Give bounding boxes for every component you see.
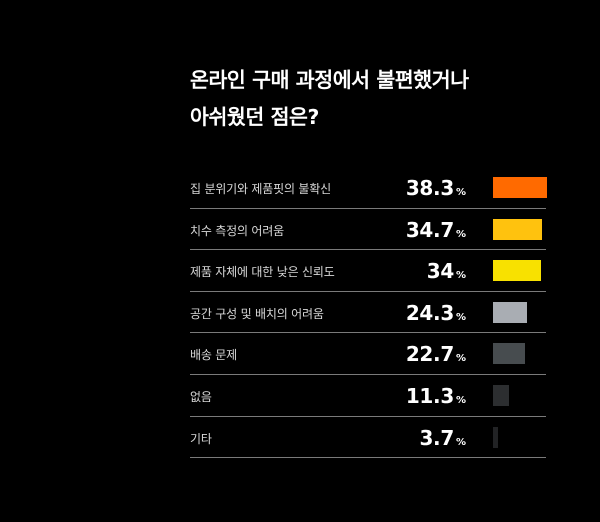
chart-rows: 집 분위기와 제품핏의 불확신 38.3% 치수 측정의 어려움 34.7% 제품 자체… [190, 167, 547, 459]
bar [493, 218, 542, 240]
value-number: 24.3 [405, 300, 454, 325]
value-unit: % [455, 311, 466, 323]
chart-row: 기타 3.7% [190, 417, 546, 459]
category-label: 제품 자체에 대한 낮은 신뢰도 [190, 265, 335, 280]
value-number: 3.7 [419, 425, 454, 450]
value-label: 24.3% [406, 298, 466, 328]
value-label: 3.7% [419, 423, 466, 453]
chart-row: 치수 측정의 어려움 34.7% [190, 209, 546, 251]
chart-row: 없음 11.3% [190, 375, 546, 417]
bar [493, 301, 527, 323]
value-number: 38.3 [405, 176, 454, 200]
value-unit: % [455, 187, 466, 198]
category-label: 없음 [190, 389, 212, 404]
value-label: 38.3% [406, 173, 466, 203]
value-unit: % [455, 228, 466, 240]
bar [493, 260, 541, 282]
category-label: 기타 [190, 431, 212, 446]
bar [493, 384, 509, 406]
category-label: 배송 문제 [190, 348, 237, 363]
chart-row: 공간 구성 및 배치의 어려움 24.3% [190, 292, 546, 334]
chart-title: 온라인 구매 과정에서 불편했거나 아쉬웠던 점은? [190, 68, 469, 129]
bar [493, 177, 547, 198]
value-unit: % [455, 270, 466, 282]
value-label: 22.7% [406, 339, 466, 369]
value-unit: % [455, 436, 466, 448]
chart-row: 집 분위기와 제품핏의 불확신 38.3% [190, 167, 547, 209]
value-unit: % [455, 394, 466, 406]
category-label: 공간 구성 및 배치의 어려움 [190, 306, 324, 321]
value-number: 34 [426, 259, 455, 284]
value-label: 11.3% [406, 381, 466, 411]
bar [493, 426, 498, 448]
value-unit: % [455, 353, 466, 365]
category-label: 집 분위기와 제품핏의 불확신 [190, 182, 331, 196]
value-label: 34.7% [406, 215, 466, 245]
value-number: 34.7 [405, 217, 454, 242]
chart-row: 배송 문제 22.7% [190, 333, 546, 375]
value-number: 22.7 [405, 342, 454, 367]
value-label: 34% [427, 256, 466, 286]
chart-row: 제품 자체에 대한 낮은 신뢰도 34% [190, 250, 546, 292]
bar [493, 343, 525, 365]
category-label: 치수 측정의 어려움 [190, 223, 284, 238]
value-number: 11.3 [405, 383, 454, 408]
